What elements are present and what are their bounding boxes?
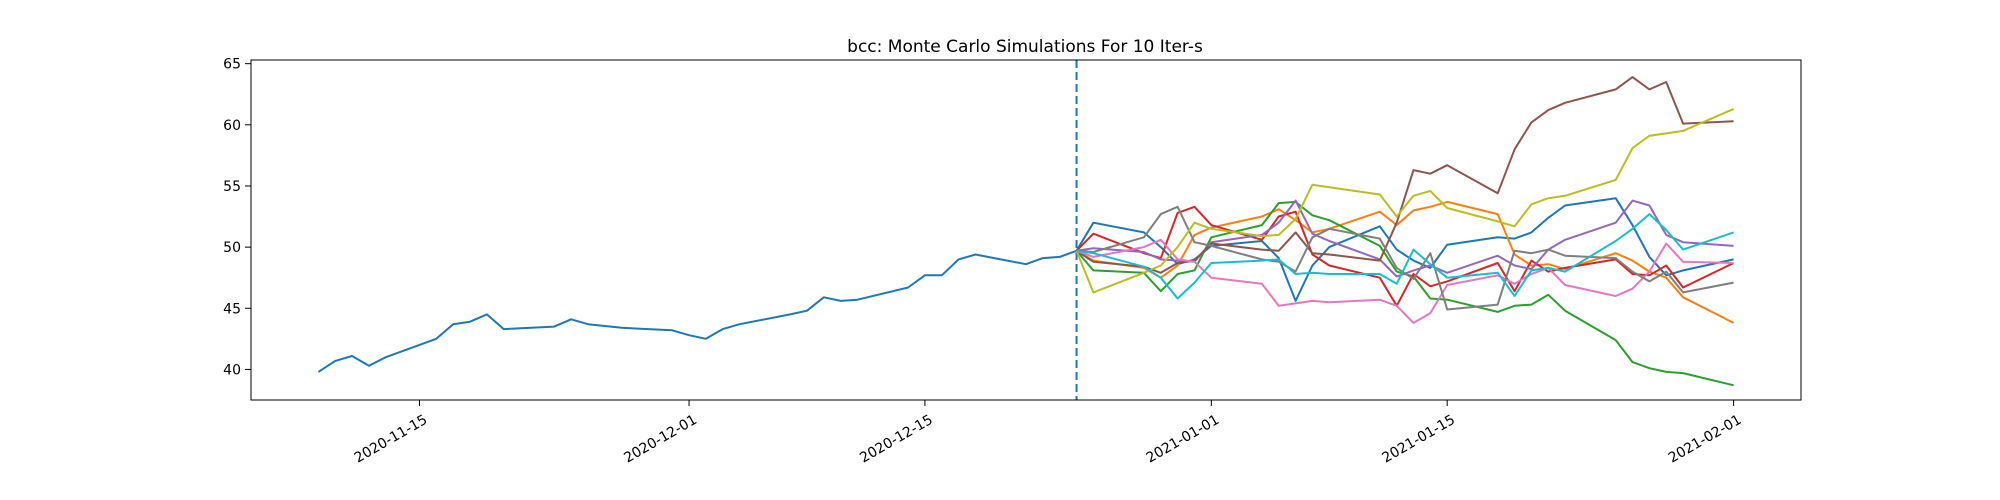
history-line	[317, 249, 1077, 373]
simulation-line-9	[1075, 107, 1734, 294]
plot-frame	[250, 59, 1802, 401]
simulation-line-7	[1076, 238, 1734, 324]
y-tick-label: 65	[223, 57, 241, 73]
axis-layer: 40 45 50 55 60 65 2020-11-15 2020-12-01 2020-12-…	[223, 57, 1744, 467]
simulation-line-10	[1076, 213, 1734, 300]
y-tick-label: 60	[223, 118, 241, 134]
simulation-line-6	[1075, 76, 1734, 274]
simulation-line-2	[1075, 200, 1735, 324]
y-tick-label: 40	[223, 362, 241, 378]
y-tick-label: 45	[223, 301, 241, 317]
chart-title: bcc: Monte Carlo Simulations For 10 Iter…	[847, 37, 1203, 57]
y-tick-label: 50	[223, 240, 241, 256]
y-tick-label: 55	[223, 179, 241, 195]
x-tick-label: 2020-11-15	[352, 412, 430, 467]
x-tick-label: 2020-12-01	[621, 412, 699, 467]
simulation-line-4	[1075, 205, 1735, 307]
series-layer	[317, 60, 1735, 400]
x-tick-label: 2020-12-15	[857, 412, 935, 467]
simulation-line-8	[1076, 205, 1734, 311]
x-tick-label: 2021-01-15	[1380, 412, 1458, 467]
x-tick-label: 2021-01-01	[1144, 412, 1222, 467]
x-tick-label: 2021-02-01	[1666, 412, 1744, 467]
